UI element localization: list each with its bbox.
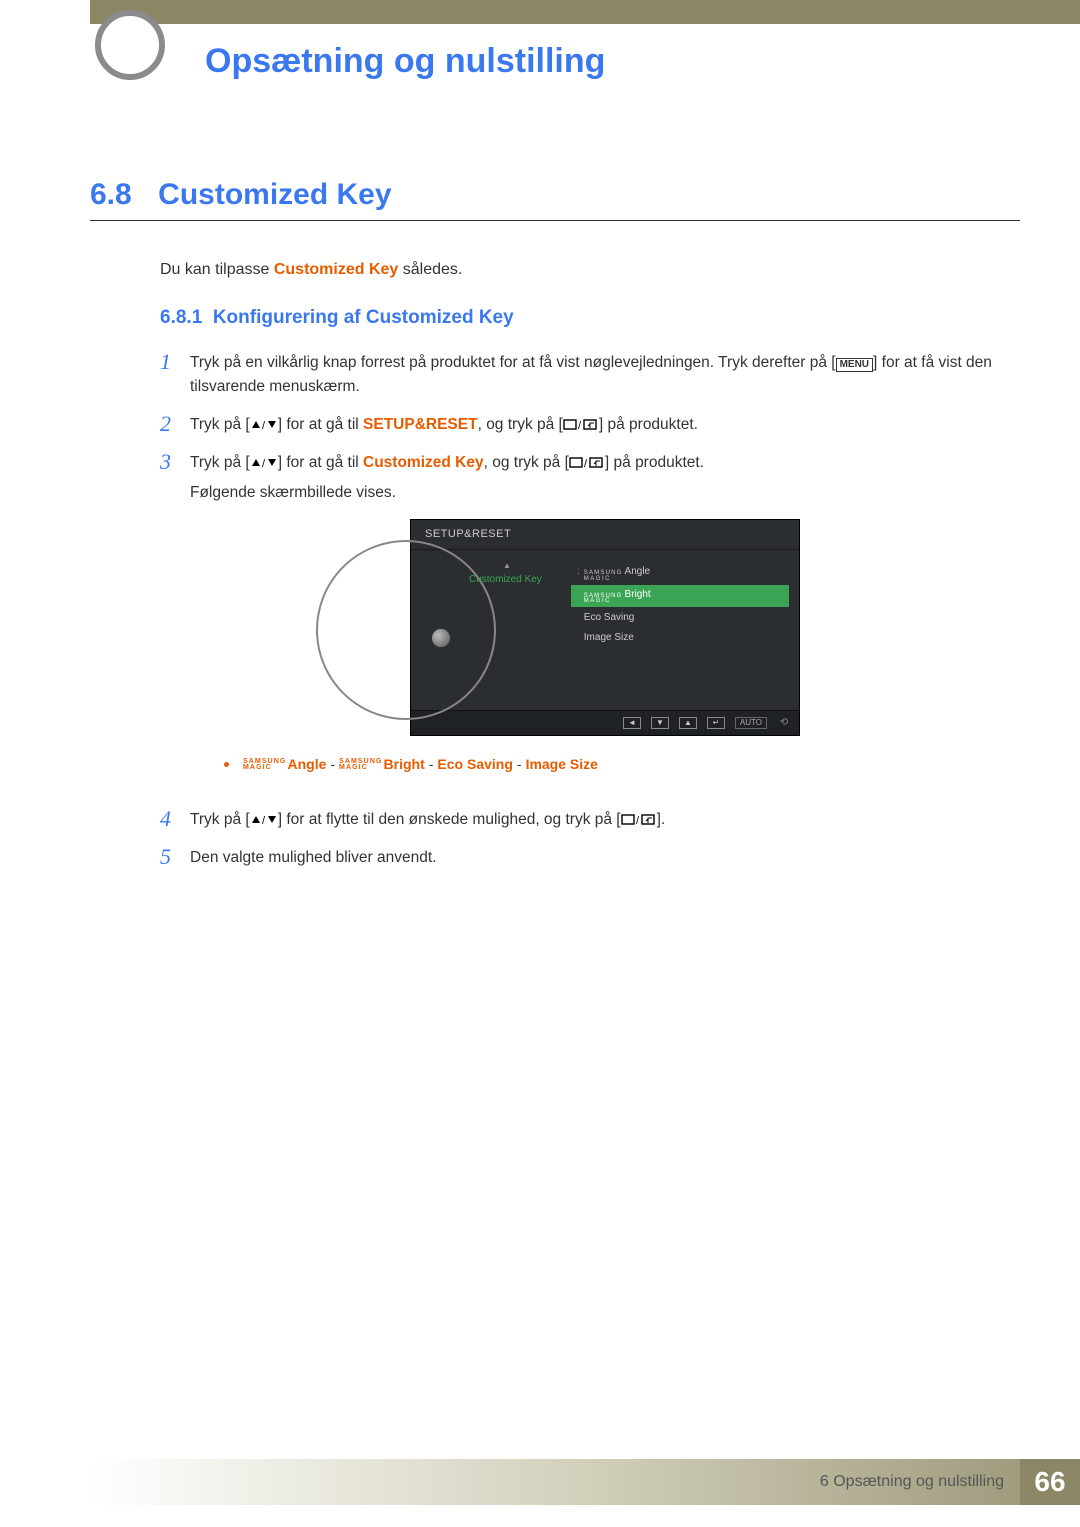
step-3-post: ] på produktet. [605,454,704,471]
osd-screenshot: SETUP&RESET ▲ Customized Key : SAMSUNGMA… [410,519,800,736]
osd-item-angle: : SAMSUNGMAGIC Angle [571,562,789,584]
samsung-magic-tag: SAMSUNGMAGIC [584,594,623,605]
header-bar [90,0,1080,24]
bullet-sep: - [330,754,335,776]
step-3-body: Tryk på [ / ] for at gå til Customized Key… [190,451,1020,794]
step-4-mid1: ] for at flytte til den ønskede mulighed… [278,811,621,828]
osd-left-label: Customized Key [469,572,542,588]
svg-text:/: / [262,458,266,469]
intro-accent: Customized Key [274,261,398,278]
step-2: 2 Tryk på [ / ] for at gå til SETUP&RESET,… [160,413,1020,437]
svg-text:/: / [584,458,588,469]
step-2-num: 2 [160,413,190,435]
osd-nav-enter-icon: ↵ [707,717,725,729]
enter-key-icon: / [569,456,605,469]
step-2-mid1: ] for at gå til [278,416,363,433]
footer-gradient: 6 Opsætning og nulstilling [90,1459,1020,1505]
chapter-circle-icon [95,10,165,80]
bullet-size: Image Size [526,754,598,776]
section-title: Customized Key [158,178,391,211]
step-4-pre: Tryk på [ [190,811,250,828]
osd-main: ▲ Customized Key : SAMSUNGMAGIC Angle : [411,550,799,710]
osd-item-bright-text: Bright [625,587,651,603]
osd-right-panel: : SAMSUNGMAGIC Angle : SAMSUNGMAGIC Brig… [571,550,799,710]
step-3-accent: Customized Key [363,454,484,471]
osd-auto-button: AUTO [735,717,767,729]
step-2-pre: Tryk på [ [190,416,250,433]
page-footer: 6 Opsætning og nulstilling 66 [90,1459,1080,1505]
step-3-pre: Tryk på [ [190,454,250,471]
osd-item-size: : Image Size [571,628,789,648]
osd-footer: ◄ ▼ ▲ ↵ AUTO ⟲ [411,710,799,735]
osd-nav-up-icon: ▲ [679,717,697,729]
subsection-title-text: Konfigurering af Customized Key [213,307,514,328]
intro-post: således. [398,261,462,278]
samsung-magic-tag: SAMSUNGMAGIC [584,571,623,582]
enter-key-icon: / [621,813,657,826]
intro-pre: Du kan tilpasse [160,261,274,278]
osd-return-icon: ⟲ [777,716,791,730]
bullet-sep: - [429,754,434,776]
step-2-mid2: , og tryk på [ [478,416,563,433]
bullet-angle: Angle [287,754,326,776]
step-4: 4 Tryk på [ / ] for at flytte til den ønsk… [160,808,1020,832]
osd-nav-left-icon: ◄ [623,717,641,729]
options-bullet: SAMSUNGMAGICAngle - SAMSUNGMAGICBright -… [224,754,1020,776]
osd-left-panel: ▲ Customized Key [411,550,571,710]
step-2-post: ] på produktet. [599,416,698,433]
step-1-num: 1 [160,351,190,373]
step-2-accent: SETUP&RESET [363,416,478,433]
up-down-arrow-icon: / [250,419,278,431]
steps-list: 1 Tryk på en vilkårlig knap forrest på p… [160,351,1020,870]
section-header: 6.8 Customized Key [90,178,1020,221]
subsection-number: 6.8.1 [160,307,202,328]
osd-item-eco-text: Eco Saving [584,610,635,626]
step-1-pre: Tryk på en vilkårlig knap forrest på pro… [190,354,836,371]
osd-item-eco: : Eco Saving [571,608,789,628]
footer-page-number: 66 [1020,1459,1080,1505]
step-3-mid1: ] for at gå til [278,454,363,471]
up-down-arrow-icon: / [250,814,278,826]
bullet-sep: - [517,754,522,776]
svg-text:/: / [262,815,266,826]
bullet-eco: Eco Saving [437,754,512,776]
step-4-post: ]. [657,811,666,828]
svg-text:/: / [262,420,266,431]
step-3: 3 Tryk på [ / ] for at gå til Customized K… [160,451,1020,794]
svg-text:/: / [636,815,640,826]
step-4-body: Tryk på [ / ] for at flytte til den ønsked… [190,808,1020,832]
osd-item-angle-text: Angle [625,564,651,580]
step-3-num: 3 [160,451,190,473]
svg-text:/: / [578,420,582,431]
osd-colon: : [577,564,580,580]
chapter-title: Opsætning og nulstilling [205,42,605,81]
enter-key-icon: / [563,418,599,431]
bullet-dot-icon [224,762,229,767]
osd-knob-icon [431,628,451,648]
osd-title: SETUP&RESET [411,520,799,550]
bullet-bright: Bright [384,754,425,776]
step-1-body: Tryk på en vilkårlig knap forrest på pro… [190,351,1020,399]
samsung-magic-tag-small: SAMSUNGMAGIC [339,759,382,772]
step-5-body: Den valgte mulighed bliver anvendt. [190,846,1020,870]
step-2-body: Tryk på [ / ] for at gå til SETUP&RESET, o… [190,413,1020,437]
step-5-num: 5 [160,846,190,868]
subsection-title: 6.8.1 Konfigurering af Customized Key [160,307,1020,329]
osd-item-size-text: Image Size [584,630,634,646]
intro-text: Du kan tilpasse Customized Key således. [160,261,1020,279]
osd-item-bright-selected: : SAMSUNGMAGIC Bright [571,585,789,607]
step-1: 1 Tryk på en vilkårlig knap forrest på p… [160,351,1020,399]
osd-up-indicator: ▲ [503,560,511,572]
step-5: 5 Den valgte mulighed bliver anvendt. [160,846,1020,870]
menu-key-icon: MENU [836,358,873,372]
section-number: 6.8 [90,178,132,211]
osd-nav-down-icon: ▼ [651,717,669,729]
step-3-mid2: , og tryk på [ [484,454,569,471]
step-4-num: 4 [160,808,190,830]
osd-arc-icon [316,540,496,720]
step-3-subline: Følgende skærmbillede vises. [190,481,1020,505]
samsung-magic-tag-small: SAMSUNGMAGIC [243,759,286,772]
up-down-arrow-icon: / [250,457,278,469]
footer-text: 6 Opsætning og nulstilling [820,1473,1004,1491]
